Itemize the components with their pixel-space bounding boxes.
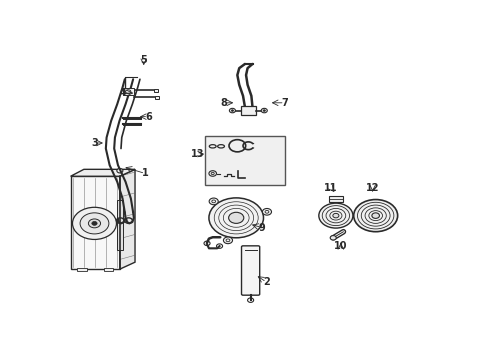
Text: 7: 7 — [281, 98, 287, 108]
Circle shape — [261, 108, 267, 113]
Circle shape — [208, 171, 216, 176]
Text: 13: 13 — [190, 149, 204, 159]
Bar — [241, 107, 255, 115]
Circle shape — [72, 207, 116, 239]
Text: 6: 6 — [144, 112, 151, 122]
Bar — [104, 268, 113, 271]
Text: 11: 11 — [324, 183, 337, 193]
Text: 2: 2 — [263, 277, 269, 287]
Circle shape — [208, 198, 263, 238]
Text: 8: 8 — [220, 98, 227, 108]
Circle shape — [231, 110, 233, 111]
Circle shape — [329, 235, 336, 240]
Text: 1: 1 — [142, 168, 148, 179]
Text: 4: 4 — [119, 88, 125, 98]
Text: 3: 3 — [91, 138, 98, 148]
Bar — [328, 196, 342, 202]
Circle shape — [371, 213, 379, 219]
Bar — [155, 96, 159, 99]
Circle shape — [88, 219, 101, 228]
Text: 9: 9 — [258, 222, 265, 233]
Polygon shape — [120, 169, 135, 269]
Bar — [77, 268, 86, 271]
Bar — [122, 89, 134, 95]
Text: 5: 5 — [140, 55, 147, 65]
Circle shape — [229, 108, 235, 113]
Bar — [117, 200, 122, 250]
FancyBboxPatch shape — [241, 246, 259, 295]
Circle shape — [209, 198, 218, 205]
Circle shape — [353, 199, 397, 232]
Polygon shape — [70, 169, 135, 176]
Polygon shape — [70, 176, 120, 269]
Text: 12: 12 — [365, 183, 379, 193]
Circle shape — [318, 203, 352, 228]
Circle shape — [263, 110, 265, 111]
Bar — [205, 136, 284, 185]
Circle shape — [223, 237, 232, 244]
Circle shape — [80, 213, 109, 234]
Text: 10: 10 — [333, 241, 347, 251]
Circle shape — [332, 213, 338, 218]
Circle shape — [92, 221, 97, 225]
Bar — [154, 89, 158, 92]
Circle shape — [117, 168, 122, 173]
Circle shape — [262, 208, 271, 215]
Circle shape — [228, 212, 244, 223]
